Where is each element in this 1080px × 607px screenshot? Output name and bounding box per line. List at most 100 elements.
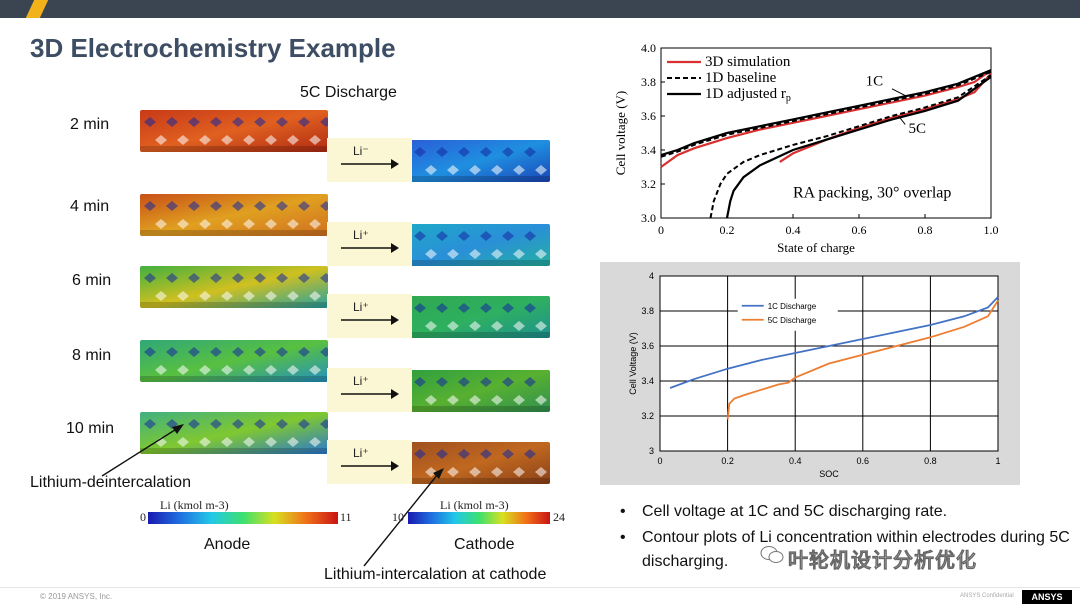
arrow-right-icon [341,315,399,325]
li-ion-label: Li⁻ [353,144,369,158]
anode-colorbar-min: 0 [140,510,146,524]
voltage-chart-simulation: 0 0.2 0.4 0.6 0.8 1.0 3.0 3.2 3.4 3.6 3.8 4.0 State … [613,41,999,255]
legend-entry: 1D baseline [705,70,777,86]
cathode-electrode-contour [410,224,550,266]
top-bar [0,0,1080,18]
time-label: 6 min [72,272,112,289]
y-tick-label: 3.4 [641,143,656,157]
li-transport-band: Li⁺ [327,368,412,412]
y-tick-label: 4 [649,271,654,281]
y-tick-label: 3.2 [641,411,654,421]
legend-entry: 1C Discharge [768,302,817,311]
bullet-list: Cell voltage at 1C and 5C discharging ra… [620,500,1070,576]
anode-colorbar-max: 11 [340,510,352,524]
anode-electrode-contour [140,110,328,152]
series-line [709,74,992,219]
y-tick-label: 3.6 [641,109,656,123]
y-tick-label: 4.0 [641,41,656,55]
li-transport-band: Li⁺ [327,222,412,266]
li-ion-label: Li⁺ [353,228,369,242]
anode-label: Anode [204,536,251,553]
cathode-electrode-contour [410,140,550,182]
y-tick-label: 3.8 [641,306,654,316]
voltage-chart-discharge: 0 0.2 0.4 0.6 0.8 1 3 3.2 3.4 3.6 3.8 4 SOC Cell Volt… [628,271,1001,479]
li-ion-label: Li⁺ [353,300,369,314]
x-tick-label: 0 [657,456,662,466]
plot-frame [660,47,992,219]
cathode-colorbar [408,512,550,524]
cathode-colorbar-max: 24 [553,510,565,524]
legend-entry: 3D simulation [705,54,791,70]
time-label: 10 min [66,420,115,437]
deintercalation-label: Lithium-deintercalation [30,474,191,491]
time-label: 2 min [70,116,110,133]
y-tick-label: 3.0 [641,211,656,225]
y-axis-label: Cell voltage (V) [613,91,628,175]
cathode-label: Cathode [454,536,515,553]
legend-box [737,298,838,331]
bullet-item: Cell voltage at 1C and 5C discharging ra… [620,500,1070,524]
confidential-label: ANSYS Confidential [960,593,1014,599]
li-transport-band: Li⁺ [327,440,412,484]
cathode-electrode-contour [410,296,550,338]
y-tick-label: 3.4 [641,376,654,386]
series-line [660,70,992,158]
x-tick-label: 0.2 [721,456,734,466]
chart-annotation: RA packing, 30° overlap [793,185,951,202]
anode-electrode-contour [140,266,328,308]
arrow-right-icon [341,159,399,169]
x-tick-label: 0.4 [789,456,802,466]
anode-electrode-contour [140,340,328,382]
series-line [725,76,992,219]
li-ion-label: Li⁺ [353,374,369,388]
anode-colorbar-title: Li (kmol m-3) [160,498,229,512]
x-tick-label: 0.8 [918,223,933,237]
y-axis-label: Cell Voltage (V) [628,332,638,395]
cathode-colorbar-title: Li (kmol m-3) [440,498,509,512]
slide-title: 3D Electrochemistry Example [30,33,396,63]
cathode-colorbar-min: 10 [392,510,404,524]
intercalation-label: Lithium-intercalation at cathode [324,566,547,583]
y-tick-label: 3.6 [641,341,654,351]
series-line [660,69,992,157]
x-tick-label: 0.6 [852,223,867,237]
li-transport-band: Li⁺ [327,294,412,338]
legend-entry: 5C Discharge [768,316,817,325]
copyright: © 2019 ANSYS, Inc. [40,592,113,601]
li-transport-band: Li⁻ [327,138,412,182]
arrow-right-icon [341,243,399,253]
annotation-arrow [101,424,184,477]
series-line [660,69,992,168]
cathode-electrode-contour [410,370,550,412]
discharge-label: 5C Discharge [300,84,397,101]
bullet-item: Contour plots of Li concentration within… [620,526,1070,574]
x-axis-label: State of charge [777,240,855,255]
accent-stripe [25,0,49,18]
watermark: 叶轮机设计分析优化 [788,550,977,573]
series-line [669,296,999,389]
time-label: 4 min [70,198,110,215]
x-tick-label: 0.4 [786,223,801,237]
footer: © 2019 ANSYS, Inc. ANSYS Confidential AN… [0,587,1080,607]
series-line [726,300,999,420]
y-tick-label: 3.8 [641,75,656,89]
annotation-arrow [363,468,444,567]
x-tick-label: 0.2 [720,223,735,237]
cathode-electrode-contour [410,442,550,484]
anode-electrode-contour [140,194,328,236]
x-axis-label: SOC [819,469,839,479]
li-ion-label: Li⁺ [353,446,369,460]
y-tick-label: 3.2 [641,177,656,191]
time-label: 8 min [72,347,112,364]
curve-label: 5C [909,121,927,137]
legend-entry: 1D adjusted rp [705,86,791,104]
x-tick-label: 0.6 [857,456,870,466]
arrow-right-icon [341,461,399,471]
anode-electrode-contour [140,412,328,454]
ansys-logo: ANSYS [1022,590,1072,604]
anode-colorbar [148,512,338,524]
y-tick-label: 3 [649,446,654,456]
wechat-icon [760,546,784,563]
x-tick-label: 1.0 [984,223,999,237]
arrow-right-icon [341,389,399,399]
